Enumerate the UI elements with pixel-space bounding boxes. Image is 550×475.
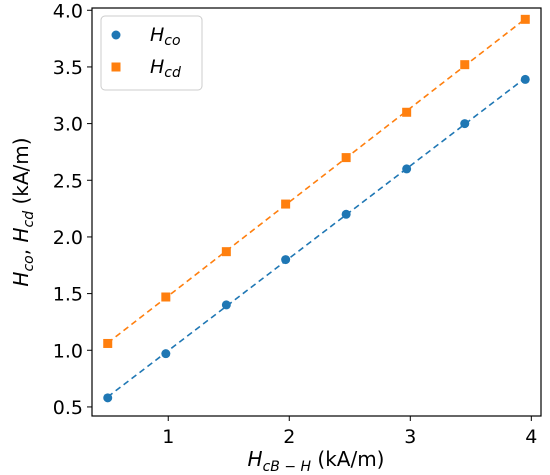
trend-line-co <box>107 77 526 398</box>
plot-content <box>103 14 530 403</box>
x-axis-label: HcB − H (kA/m) <box>248 447 385 475</box>
y-tick-label: 3.5 <box>53 57 83 79</box>
legend-label-co: Hco <box>150 24 181 49</box>
data-point-cd <box>103 338 113 348</box>
legend-marker-co <box>111 30 121 40</box>
data-point-cd <box>221 247 231 257</box>
data-point-cd <box>281 199 291 209</box>
data-point-co <box>161 349 171 359</box>
y-tick-label: 1.0 <box>53 340 83 362</box>
legend-marker-cd <box>111 62 121 72</box>
y-tick-label: 4.0 <box>53 0 83 22</box>
y-tick-label: 1.5 <box>53 284 83 306</box>
x-axis-ticks: 1 2 3 4 <box>162 416 537 448</box>
data-point-cd <box>520 14 530 24</box>
data-point-co <box>520 74 530 84</box>
x-tick-label: 2 <box>283 426 295 448</box>
y-axis-label: Hco, Hcd (kA/m) <box>9 137 37 286</box>
plot-frame <box>91 7 542 417</box>
y-tick-label: 3.0 <box>53 114 83 136</box>
data-point-cd <box>341 153 351 163</box>
trend-line-cd <box>107 18 526 344</box>
data-point-cd <box>402 107 412 117</box>
y-tick-label: 2.5 <box>53 170 83 192</box>
legend: Hco Hcd <box>100 15 203 91</box>
x-tick-label: 3 <box>404 426 416 448</box>
data-point-cd <box>460 60 470 70</box>
legend-box <box>100 15 203 91</box>
y-tick-label: 0.5 <box>53 397 83 419</box>
y-axis-ticks: 0.5 1.0 1.5 2.0 2.5 3.0 3.5 4.0 <box>53 0 92 419</box>
data-point-co <box>281 255 291 265</box>
data-point-co <box>103 393 113 403</box>
data-point-co <box>341 209 351 219</box>
data-point-cd <box>161 292 171 302</box>
data-point-co <box>460 119 470 129</box>
x-tick-label: 1 <box>162 426 174 448</box>
x-tick-label: 4 <box>525 426 537 448</box>
legend-label-cd: Hcd <box>150 56 181 81</box>
data-point-co <box>402 164 412 174</box>
y-tick-label: 2.0 <box>53 227 83 249</box>
data-point-co <box>221 300 231 310</box>
